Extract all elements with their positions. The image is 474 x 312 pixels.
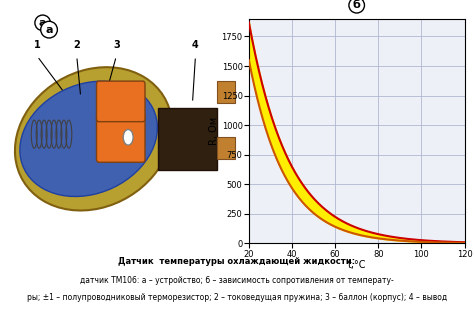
Text: 4: 4 [192, 40, 199, 50]
Bar [217, 137, 235, 159]
Text: датчик ТМ106: а – устройство; б – зависимость сопротивления от температу-: датчик ТМ106: а – устройство; б – зависи… [80, 276, 394, 285]
Text: а: а [46, 25, 53, 35]
Bar [217, 81, 235, 103]
Text: б: б [353, 0, 361, 10]
Bar [158, 108, 217, 170]
Circle shape [123, 129, 133, 145]
X-axis label: t,°C: t,°C [347, 260, 366, 270]
Text: 1: 1 [34, 40, 41, 50]
Ellipse shape [15, 67, 172, 211]
FancyBboxPatch shape [97, 112, 145, 162]
FancyBboxPatch shape [97, 81, 145, 122]
Text: а: а [39, 18, 46, 28]
Text: 2: 2 [73, 40, 80, 50]
Ellipse shape [20, 81, 157, 197]
Text: ры; ±1 – полупроводниковый терморезистор; 2 – токоведущая пружина; 3 – баллон (к: ры; ±1 – полупроводниковый терморезистор… [27, 293, 447, 302]
Y-axis label: R, Ом: R, Ом [209, 117, 219, 145]
Text: Датчик  температуры охлаждающей жидкости:: Датчик температуры охлаждающей жидкости: [118, 257, 356, 266]
Text: 3: 3 [113, 40, 120, 50]
